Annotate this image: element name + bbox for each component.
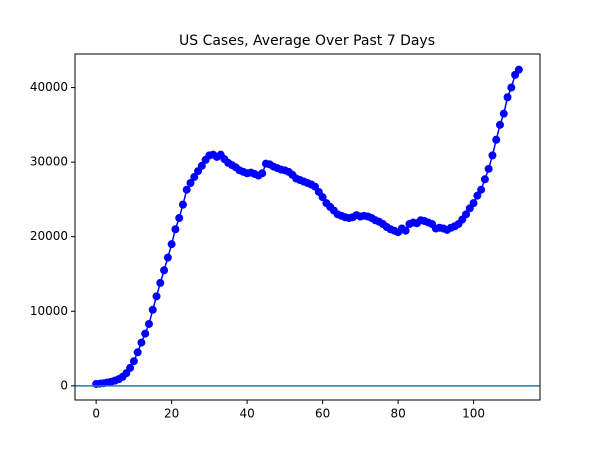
x-tick-label: 0 bbox=[92, 407, 100, 421]
point bbox=[197, 161, 206, 170]
x-tick-label: 40 bbox=[239, 407, 254, 421]
point bbox=[514, 65, 523, 74]
point bbox=[126, 363, 135, 372]
point bbox=[477, 185, 486, 194]
y-tick-label: 30000 bbox=[30, 155, 68, 169]
point bbox=[492, 135, 501, 144]
y-tick-label: 40000 bbox=[30, 80, 68, 94]
point bbox=[152, 292, 161, 301]
point bbox=[144, 319, 153, 328]
point bbox=[401, 226, 410, 235]
point bbox=[462, 210, 471, 219]
x-tick-label: 60 bbox=[315, 407, 330, 421]
point bbox=[258, 169, 267, 178]
point bbox=[148, 305, 157, 314]
point bbox=[503, 93, 512, 102]
chart-title: US Cases, Average Over Past 7 Days bbox=[179, 33, 435, 49]
point bbox=[190, 173, 199, 182]
point bbox=[129, 357, 138, 366]
point bbox=[488, 151, 497, 160]
point bbox=[178, 200, 187, 209]
point bbox=[484, 164, 493, 173]
x-tick-label: 80 bbox=[390, 407, 405, 421]
point bbox=[186, 179, 195, 188]
point bbox=[175, 214, 184, 223]
point bbox=[156, 278, 165, 287]
point bbox=[182, 185, 191, 194]
y-tick-label: 20000 bbox=[30, 229, 68, 243]
y-tick-label: 0 bbox=[60, 378, 68, 392]
point bbox=[480, 175, 489, 184]
point bbox=[495, 120, 504, 129]
point bbox=[160, 266, 169, 275]
x-tick-label: 100 bbox=[462, 407, 485, 421]
point bbox=[167, 240, 176, 249]
point bbox=[171, 225, 180, 234]
point bbox=[507, 83, 516, 92]
point bbox=[137, 338, 146, 347]
y-tick-label: 10000 bbox=[30, 304, 68, 318]
plot-frame bbox=[74, 53, 541, 401]
x-tick-label: 20 bbox=[164, 407, 179, 421]
point bbox=[133, 348, 142, 357]
point bbox=[469, 199, 478, 208]
point bbox=[141, 329, 150, 338]
point bbox=[499, 109, 508, 118]
point bbox=[318, 193, 327, 202]
point bbox=[163, 253, 172, 262]
point bbox=[473, 191, 482, 200]
